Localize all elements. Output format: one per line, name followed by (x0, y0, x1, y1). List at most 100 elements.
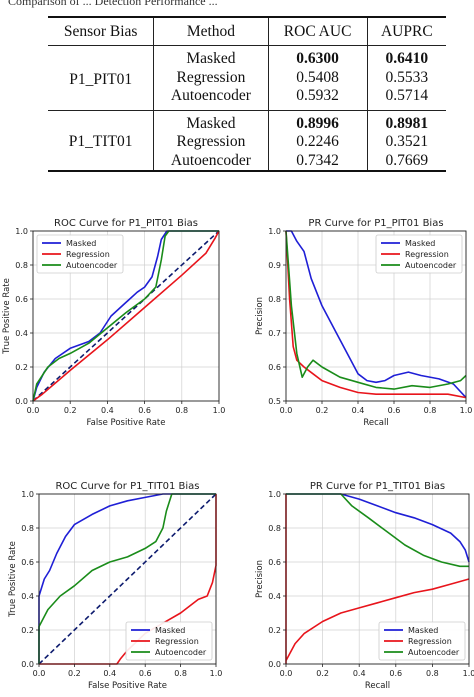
plot-frame (285, 493, 470, 665)
legend: Masked Regression Autoencoder (375, 234, 463, 274)
chart-3: 0.0 0.2 0.4 0.6 0.8 1.0 0.0 0.2 0.4 0.6 0.8 1.0 ROC … (8, 481, 222, 691)
table-row: P1_PIT01 Masked 0.6300 0.6410 (48, 45, 446, 111)
table-row: Regression 0.5408 0.5533 (48, 68, 446, 87)
roc-cell: 0.5932 (268, 87, 368, 111)
legend-label: Autoencoder (155, 648, 207, 657)
x-tick-label: 0.4 (103, 669, 116, 678)
y-tick-label: 0.2 (21, 626, 34, 635)
x-tick-label: 0.0 (33, 669, 46, 678)
x-tick-label: 0.2 (316, 669, 329, 678)
legend-label: Masked (66, 239, 96, 248)
y-axis-label: True Positive Rate (8, 541, 18, 618)
x-axis-label: False Positive Rate (88, 681, 167, 691)
x-tick-label: 0.8 (175, 406, 188, 415)
series-line-regression (39, 494, 217, 665)
y-axis-label: Precision (255, 297, 265, 335)
series-line-regression (32, 230, 220, 402)
header-roc-auc: ROC AUC (268, 16, 368, 46)
roc-cell: 0.8996 (268, 110, 368, 133)
legend-box (36, 234, 124, 274)
legend: Masked Regression Autoencoder (36, 234, 124, 274)
y-tick-label: 1.0 (268, 490, 281, 499)
y-tick-label: 0.8 (21, 524, 34, 533)
roc-cell: 0.2246 (268, 133, 368, 152)
table-row: Autoencoder 0.7342 0.7669 (48, 151, 446, 172)
auprc-cell: 0.3521 (385, 133, 429, 150)
series-line-regression (285, 493, 470, 664)
y-tick-label: 0.2 (15, 363, 28, 372)
header-auprc: AUPRC (367, 16, 446, 46)
x-tick-label: 1.0 (210, 669, 223, 678)
y-tick-label: 0.5 (268, 397, 281, 406)
x-tick-label: 0.0 (280, 669, 293, 678)
x-tick-label: 0.4 (353, 669, 366, 678)
x-tick-label: 0.0 (27, 406, 40, 415)
header-sensor-bias: Sensor Bias (48, 16, 155, 46)
x-axis-label: Recall (363, 418, 388, 428)
x-tick-label: 0.4 (352, 406, 365, 415)
legend-label: Autoencoder (66, 261, 118, 270)
legend: Masked Regression Autoencoder (125, 621, 213, 661)
series-line-autoencoder (285, 230, 467, 390)
chart-title: ROC Curve for P1_PIT01 Bias (54, 218, 198, 229)
chance-line (38, 493, 217, 665)
results-table: Sensor Bias Method ROC AUC AUPRC P1_PIT0… (48, 16, 446, 172)
legend-label: Regression (66, 250, 110, 259)
legend-label: Regression (405, 250, 449, 259)
roc-cell: 0.5408 (268, 68, 368, 87)
series-line-regression (285, 230, 467, 399)
legend-label: Regression (408, 637, 452, 646)
legend-label: Masked (405, 239, 435, 248)
x-tick-label: 0.6 (138, 406, 151, 415)
y-tick-label: 0.4 (21, 592, 34, 601)
table-row: P1_TIT01 Masked 0.8996 0.8981 (48, 110, 446, 172)
auprc-cell: 0.5533 (385, 68, 429, 86)
roc-cell: 0.6300 (268, 45, 368, 69)
x-tick-label: 0.2 (316, 406, 329, 415)
series-line-autoencoder (286, 493, 469, 568)
x-axis-label: False Positive Rate (87, 418, 166, 428)
x-tick-label: 0.6 (389, 669, 402, 678)
legend-label: Autoencoder (408, 648, 460, 657)
series-line-masked (38, 493, 216, 664)
y-tick-label: 0.2 (268, 626, 281, 635)
table-row: Autoencoder 0.5932 0.5714 (48, 87, 446, 111)
legend: Masked Regression Autoencoder (378, 621, 466, 661)
x-tick-label: 1.0 (463, 669, 474, 678)
y-axis-label: True Positive Rate (2, 278, 12, 355)
x-tick-label: 0.8 (426, 669, 439, 678)
chart-title: PR Curve for P1_PIT01 Bias (308, 218, 443, 229)
series-line-masked (286, 493, 470, 563)
method-cell: Autoencoder (153, 87, 269, 111)
auprc-cell: 0.7669 (367, 151, 446, 172)
legend-label: Masked (155, 626, 185, 635)
plot-frame (32, 230, 220, 402)
y-tick-label: 0.0 (21, 660, 34, 669)
method-cell: Regression (153, 68, 269, 87)
x-tick-label: 0.6 (139, 669, 152, 678)
auprc-cell: 0.6410 (385, 50, 429, 67)
plot-frame (285, 230, 467, 402)
y-tick-label: 0.9 (268, 261, 281, 270)
method-cell: Autoencoder (153, 151, 269, 172)
chart-2: 0.0 0.2 0.4 0.6 0.8 1.0 0.5 0.6 0.7 0.8 0.9 1.0 PR C… (255, 218, 472, 428)
chart-title: PR Curve for P1_TIT01 Bias (310, 481, 445, 492)
y-tick-label: 0.6 (268, 558, 281, 567)
y-tick-label: 0.6 (21, 558, 34, 567)
x-axis-label: Recall (365, 681, 390, 691)
x-tick-label: 1.0 (213, 406, 226, 415)
y-tick-label: 0.6 (268, 363, 281, 372)
y-tick-label: 1.0 (15, 227, 28, 236)
roc-cell: 0.7342 (268, 151, 368, 172)
plot-frame (38, 493, 217, 665)
table-header-row: Sensor Bias Method ROC AUC AUPRC (48, 16, 446, 46)
x-tick-label: 0.2 (68, 669, 81, 678)
y-tick-label: 0.0 (268, 660, 281, 669)
method-cell: Masked (153, 45, 269, 69)
y-tick-label: 0.8 (268, 524, 281, 533)
y-tick-label: 0.7 (268, 329, 281, 338)
y-tick-label: 1.0 (21, 490, 34, 499)
series-line-masked (286, 230, 467, 399)
sensor-cell: P1_TIT01 (48, 110, 155, 172)
y-tick-label: 0.8 (268, 295, 281, 304)
